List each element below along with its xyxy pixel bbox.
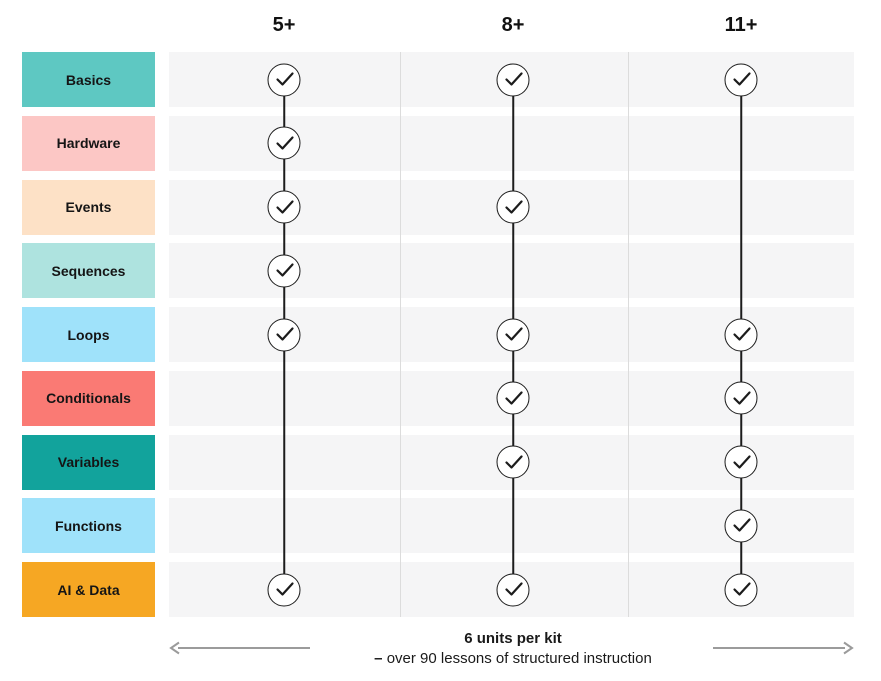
check-icon [275, 199, 294, 214]
check-icon [275, 582, 294, 596]
check-circle-basics-5 [267, 63, 301, 96]
footer-dash: – [374, 650, 383, 667]
check-icon [732, 454, 751, 469]
check-circle-ai-data-11 [724, 573, 758, 606]
check-circle-variables-11 [724, 445, 758, 479]
check-icon [504, 327, 523, 341]
column-separator [627, 52, 629, 617]
row-label-conditionals: Conditionals [22, 370, 155, 426]
check-circle-loops-11 [724, 318, 758, 351]
check-icon [275, 263, 294, 277]
footer-units-per-kit: 6 units per kit [464, 630, 562, 647]
check-icon [732, 582, 751, 596]
row-label-ai-data: AI & Data [22, 562, 155, 617]
check-circle-events-8 [496, 190, 530, 224]
column-header-8: 8+ [501, 14, 525, 36]
check-circle-conditionals-11 [724, 381, 758, 415]
check-circle-basics-11 [724, 63, 758, 96]
check-circle-loops-5 [267, 318, 301, 351]
check-circle-loops-8 [496, 318, 530, 351]
check-icon [275, 136, 294, 150]
check-circle-functions-11 [724, 509, 758, 543]
check-icon [504, 454, 523, 469]
check-circle-ai-data-5 [267, 573, 301, 606]
check-circle-events-5 [267, 190, 301, 224]
row-label-hardware: Hardware [22, 115, 155, 171]
check-icon [504, 72, 523, 86]
check-icon [732, 72, 751, 86]
check-circle-ai-data-8 [496, 573, 530, 606]
check-circle-basics-8 [496, 63, 530, 96]
check-circle-variables-8 [496, 445, 530, 479]
row-label-events: Events [22, 179, 155, 235]
footer-lessons-text: over 90 lessons of structured instructio… [382, 650, 652, 667]
column-header-5: 5+ [272, 14, 296, 36]
row-label-functions: Functions [22, 498, 155, 554]
row-label-sequences: Sequences [22, 243, 155, 299]
check-icon [732, 518, 751, 532]
check-icon [504, 582, 523, 596]
check-icon [504, 391, 523, 405]
row-label-basics: Basics [22, 52, 155, 107]
row-label-loops: Loops [22, 307, 155, 362]
check-icon [275, 72, 294, 86]
check-circle-conditionals-8 [496, 381, 530, 415]
check-icon [504, 199, 523, 214]
column-separator [399, 52, 401, 617]
check-icon [732, 391, 751, 405]
check-circle-sequences-5 [267, 254, 301, 288]
row-label-variables: Variables [22, 434, 155, 490]
footer-lessons-note: – over 90 lessons of structured instruct… [374, 649, 652, 669]
column-header-11: 11+ [724, 14, 758, 36]
arrow-right-icon [713, 641, 855, 655]
arrow-left-icon [168, 641, 310, 655]
check-icon [732, 327, 751, 341]
check-icon [275, 327, 294, 341]
check-circle-hardware-5 [267, 126, 301, 160]
kit-footer: 6 units per kit – over 90 lessons of str… [374, 629, 652, 669]
